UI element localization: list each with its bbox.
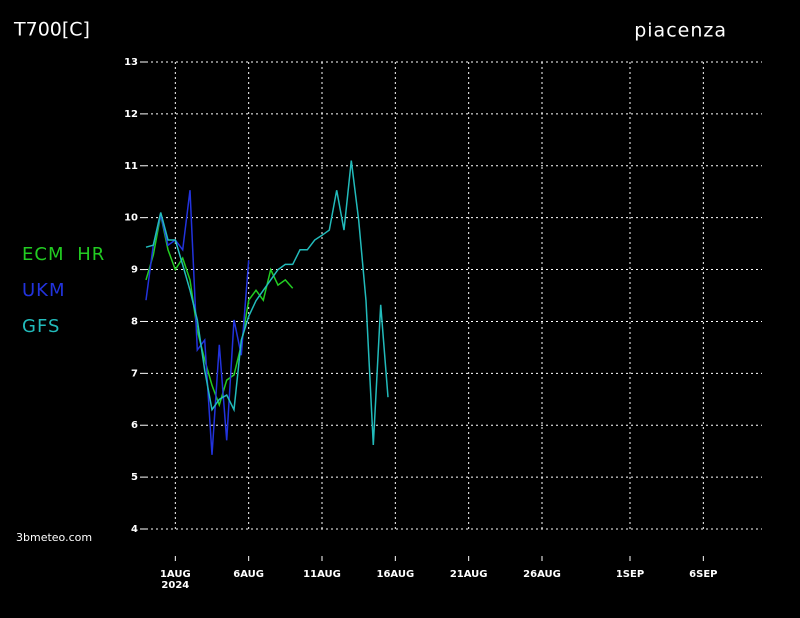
x-tick-label: 21AUG <box>450 569 488 580</box>
chart-subtitle: piacenza <box>634 20 727 42</box>
y-tick-label: 10 <box>124 213 138 224</box>
source-label: 3bmeteo.com <box>16 531 92 544</box>
y-tick-label: 13 <box>124 57 138 68</box>
x-year-label: 2024 <box>161 580 189 591</box>
series-line <box>145 214 294 408</box>
y-tick-label: 5 <box>131 472 138 483</box>
y-tick-label: 9 <box>131 265 138 276</box>
x-tick-label: 26AUG <box>523 569 561 580</box>
y-tick-label: 4 <box>131 524 138 535</box>
y-tick-label: 12 <box>124 109 138 120</box>
series-line <box>145 190 250 455</box>
x-tick-label: 1AUG <box>160 569 191 580</box>
legend-label: GFS <box>22 316 60 337</box>
x-tick-label: 6AUG <box>233 569 264 580</box>
y-tick-label: 6 <box>131 420 138 431</box>
x-tick-label: 16AUG <box>376 569 414 580</box>
x-tick-label: 1SEP <box>616 569 644 580</box>
x-tick-label: 11AUG <box>303 569 341 580</box>
legend-label: ECM HR <box>22 244 105 265</box>
chart-title: T700[C] <box>13 19 90 41</box>
y-tick-label: 11 <box>124 161 138 172</box>
x-tick-label: 6SEP <box>689 569 717 580</box>
y-tick-label: 8 <box>131 316 138 327</box>
y-tick-label: 7 <box>131 368 138 379</box>
series-line <box>145 160 389 445</box>
legend-label: UKM <box>22 280 66 301</box>
